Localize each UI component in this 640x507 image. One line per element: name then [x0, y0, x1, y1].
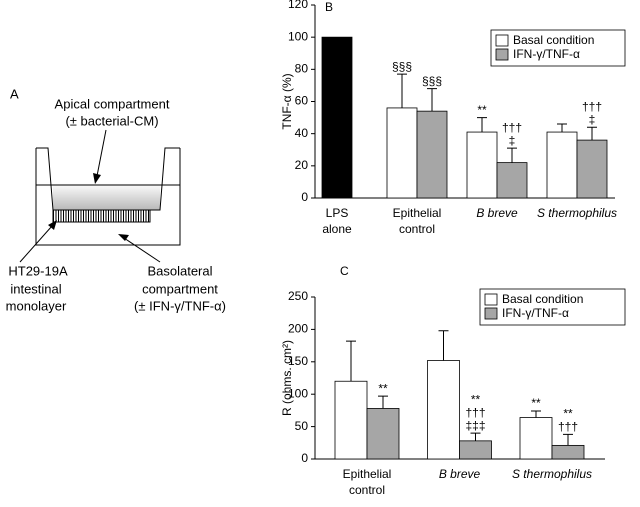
annotation: **	[563, 407, 573, 421]
annotation: ‡‡‡	[465, 418, 485, 432]
panel-label: B	[325, 0, 333, 14]
error-bar	[378, 395, 388, 409]
basolateral-label: (± IFN-γ/TNF-α)	[134, 298, 226, 313]
y-tick-label: 50	[295, 419, 309, 433]
x-tick-label: Epithelial	[393, 206, 442, 220]
bar	[334, 380, 368, 460]
x-tick-label: B breve	[439, 467, 481, 481]
annotation: ‡	[509, 133, 516, 147]
y-tick-label: 80	[295, 62, 309, 76]
bar	[551, 444, 585, 460]
bar	[576, 139, 608, 199]
x-tick-label: S thermophilus	[537, 206, 617, 220]
bar	[466, 131, 498, 199]
y-tick-label: 20	[295, 158, 309, 172]
monolayer-label: intestinal	[10, 281, 61, 296]
arrow	[123, 237, 161, 263]
legend-label: Basal condition	[513, 33, 594, 47]
annotation: †††	[502, 120, 522, 134]
basolateral-label: compartment	[142, 281, 218, 296]
annotation: **	[378, 381, 388, 395]
y-tick-label: 200	[288, 322, 308, 336]
error-bar	[427, 88, 437, 112]
y-tick-label: 0	[301, 451, 308, 465]
x-tick-label: Epithelial	[343, 467, 392, 481]
y-tick-label: 100	[288, 29, 308, 43]
y-tick-label: 0	[301, 190, 308, 204]
error-bar	[438, 330, 449, 361]
legend-label: Basal condition	[502, 292, 583, 306]
y-axis-label: TNF-α (%)	[280, 73, 294, 129]
x-tick-label: B breve	[476, 206, 518, 220]
y-tick-label: 250	[288, 289, 308, 303]
legend-swatch	[484, 307, 498, 320]
error-bar	[587, 126, 597, 141]
bar	[386, 107, 418, 199]
monolayer-label: monolayer	[6, 298, 67, 313]
bar	[321, 36, 353, 199]
legend-label: IFN-γ/TNF-α	[513, 47, 580, 61]
annotation: **	[471, 392, 481, 406]
basolateral-label: Basolateral	[147, 263, 212, 278]
legend-box	[479, 288, 626, 326]
error-bar	[470, 432, 481, 441]
y-axis-label: R (ohms. cm²)	[280, 340, 294, 416]
annotation: §§§	[392, 59, 412, 73]
y-tick-label: 100	[288, 386, 308, 400]
bar	[519, 417, 553, 460]
arrowhead	[48, 220, 57, 230]
bar	[546, 131, 578, 199]
arrowhead	[93, 173, 101, 184]
annotation: §§§	[422, 74, 442, 88]
error-bar	[397, 73, 407, 108]
y-tick-label: 60	[295, 94, 309, 108]
error-bar	[477, 117, 487, 133]
apical-label: Apical compartment	[55, 96, 170, 111]
legend-swatch	[495, 48, 509, 61]
annotation: **	[531, 396, 541, 410]
x-tick-label: control	[399, 222, 435, 236]
error-bar	[531, 410, 541, 418]
error-bar	[507, 147, 517, 163]
panel-label: A	[10, 86, 19, 101]
x-tick-label: alone	[322, 222, 352, 236]
annotation: **	[477, 103, 487, 117]
well	[35, 148, 181, 246]
error-bar	[346, 340, 356, 382]
y-tick-label: 150	[288, 354, 308, 368]
bar	[459, 440, 492, 460]
apical-medium	[53, 183, 160, 210]
annotation: †††	[558, 420, 578, 434]
monolayer-label: HT29-19A	[8, 263, 68, 278]
annotation: ‡	[589, 112, 596, 126]
error-bar	[563, 433, 573, 446]
y-tick-label: 40	[295, 126, 309, 140]
error-bar	[557, 123, 567, 133]
annotation: †††	[465, 405, 485, 419]
arrowhead	[118, 234, 129, 241]
panel-label: C	[340, 264, 349, 278]
bar	[416, 110, 448, 199]
bar	[366, 408, 400, 460]
legend-label: IFN-γ/TNF-α	[502, 306, 569, 320]
x-tick-label: S thermophilus	[512, 467, 592, 481]
annotation: †††	[582, 99, 602, 113]
monolayer	[52, 209, 151, 223]
diagram: A Apical compartment (± bacterial-CM) HT…	[6, 86, 226, 313]
bar	[496, 162, 528, 199]
x-tick-label: control	[349, 483, 385, 497]
arrow	[96, 129, 107, 177]
legend-swatch	[495, 34, 509, 47]
arrow	[19, 225, 53, 263]
bar	[427, 360, 460, 460]
legend-swatch	[484, 293, 498, 306]
apical-label: (± bacterial-CM)	[65, 113, 158, 128]
y-tick-label: 120	[288, 0, 308, 11]
legend-box	[490, 29, 626, 67]
x-tick-label: LPS	[326, 206, 349, 220]
